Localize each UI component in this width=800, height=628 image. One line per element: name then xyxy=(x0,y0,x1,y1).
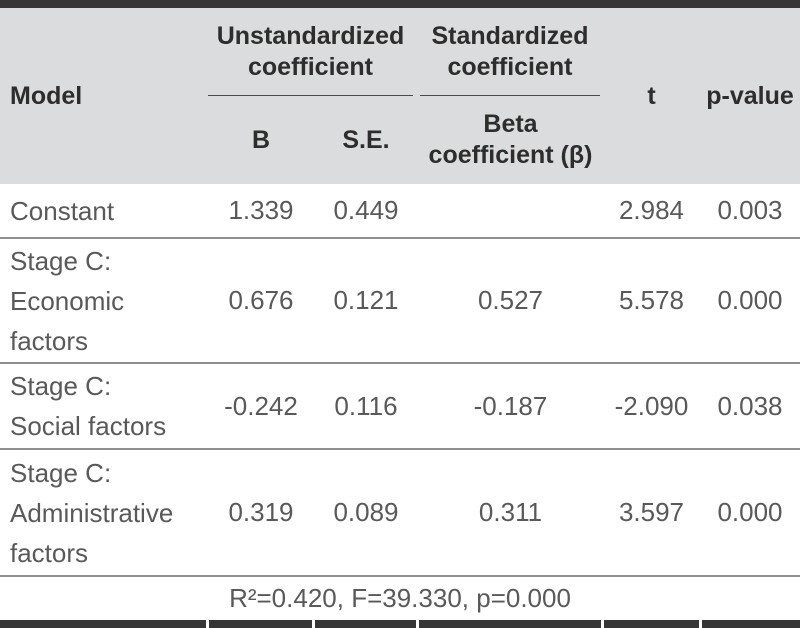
bottom-rule-segment xyxy=(315,620,416,628)
cell-beta: 0.527 xyxy=(477,285,544,315)
cell-b: 0.319 xyxy=(228,497,294,527)
header-t: t xyxy=(647,81,656,110)
cell-p-value: 0.003 xyxy=(717,195,783,225)
cell-t: 5.578 xyxy=(618,285,685,315)
header-unstandardized-coefficient: Unstandardized coefficient xyxy=(208,8,418,96)
cell-model: Constant xyxy=(10,195,115,226)
cell-beta: -0.187 xyxy=(473,390,548,421)
cell-model: Stage C: Social factors xyxy=(10,371,167,441)
cell-se: 0.121 xyxy=(333,285,399,315)
cell-p-value: 0.000 xyxy=(717,497,783,527)
cell-model: Stage C: Economic factors xyxy=(10,245,125,356)
cell-b: 1.339 xyxy=(228,195,294,225)
cell-p-value: 0.000 xyxy=(717,285,783,315)
bottom-rule-segment xyxy=(0,620,206,628)
model-summary-row: R²=0.420, F=39.330, p=0.000 xyxy=(0,575,800,620)
header-model: Model xyxy=(10,81,83,110)
header-beta-coefficient: Beta coefficient (β) xyxy=(428,109,593,169)
table-row-social-factors: Stage C: Social factors -0.242 0.116 -0.… xyxy=(0,362,800,448)
header-p-value: p-value xyxy=(706,81,794,110)
table-top-rule xyxy=(0,0,800,8)
cell-beta xyxy=(418,184,603,237)
cell-beta: 0.311 xyxy=(478,497,543,527)
table-row-economic-factors: Stage C: Economic factors 0.676 0.121 0.… xyxy=(0,237,800,362)
bottom-rule-segment xyxy=(702,620,800,628)
cell-model: Stage C: Administrative factors xyxy=(10,457,174,568)
model-summary-text: R²=0.420, F=39.330, p=0.000 xyxy=(229,583,571,613)
cell-t: 2.984 xyxy=(618,195,685,225)
header-standardized-coefficient: Standardized coefficient xyxy=(418,8,603,96)
table-row-constant: Constant 1.339 0.449 2.984 0.003 xyxy=(0,184,800,237)
cell-p-value: 0.038 xyxy=(717,390,783,421)
table-bottom-rule xyxy=(0,620,800,628)
cell-b: -0.242 xyxy=(224,390,298,421)
table-row-administrative-factors: Stage C: Administrative factors 0.319 0.… xyxy=(0,448,800,575)
cell-se: 0.449 xyxy=(333,195,399,225)
cell-se: 0.089 xyxy=(333,497,399,527)
table-header: Model Unstandardized coefficient Standar… xyxy=(0,8,800,184)
cell-se: 0.116 xyxy=(334,390,398,421)
cell-t: -2.090 xyxy=(614,390,689,421)
header-unstandardized-label: Unstandardized coefficient xyxy=(208,8,413,96)
cell-b: 0.676 xyxy=(228,285,294,315)
header-b: B xyxy=(251,125,271,154)
cell-t: 3.597 xyxy=(618,497,685,527)
bottom-rule-segment xyxy=(419,620,601,628)
header-se: S.E. xyxy=(342,125,390,154)
header-standardized-label: Standardized coefficient xyxy=(420,8,600,96)
bottom-rule-segment xyxy=(209,620,312,628)
bottom-rule-segment xyxy=(604,620,699,628)
